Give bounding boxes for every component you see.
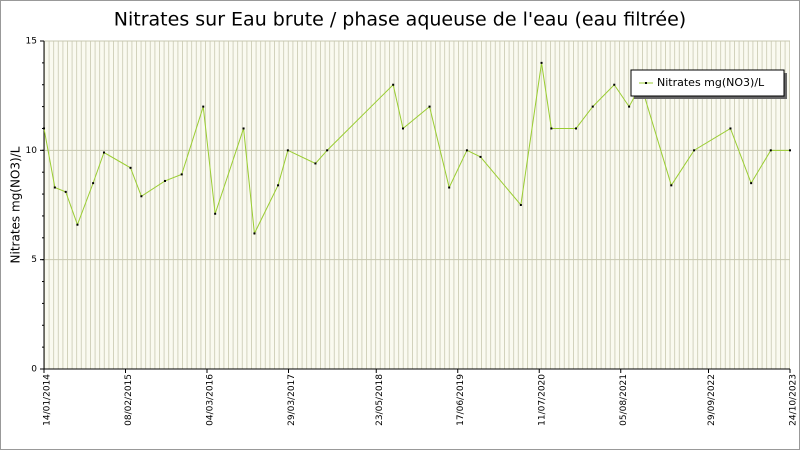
data-point	[253, 232, 256, 235]
legend-marker	[645, 82, 647, 84]
data-point	[129, 166, 132, 169]
data-point	[242, 127, 245, 130]
data-point	[53, 186, 56, 189]
data-point	[64, 190, 67, 193]
data-point	[693, 149, 696, 152]
data-point	[628, 105, 631, 108]
y-tick-label: 10	[26, 146, 38, 156]
data-point	[180, 173, 183, 176]
data-point	[286, 149, 289, 152]
data-point	[550, 127, 553, 130]
y-axis-label: Nitrates mg(NO3)/L	[9, 146, 23, 263]
y-tick-label: 5	[31, 255, 37, 265]
data-point	[277, 184, 280, 187]
data-point	[670, 184, 673, 187]
data-point	[102, 151, 105, 154]
data-point	[428, 105, 431, 108]
data-point	[789, 149, 791, 152]
data-point	[214, 212, 217, 215]
data-point	[392, 83, 395, 86]
x-tick-label: 29/09/2022	[707, 374, 717, 426]
data-point	[43, 127, 45, 130]
chart-title: Nitrates sur Eau brute / phase aqueuse d…	[114, 9, 686, 31]
x-tick-label: 11/07/2020	[538, 374, 548, 426]
data-point	[314, 162, 317, 165]
x-tick-label: 23/05/2018	[375, 374, 385, 426]
y-tick-label: 0	[31, 365, 37, 375]
data-point	[540, 61, 543, 64]
x-tick-label: 08/02/2015	[124, 374, 134, 426]
data-point	[575, 127, 578, 130]
data-point	[519, 204, 522, 206]
data-point	[140, 195, 143, 198]
data-point	[202, 105, 205, 108]
x-tick-label: 14/01/2014	[43, 374, 53, 426]
legend	[630, 69, 785, 97]
data-point	[76, 223, 79, 226]
data-point	[613, 83, 616, 86]
x-tick-label: 24/10/2023	[789, 374, 799, 426]
data-point	[401, 127, 404, 130]
legend-label: Nitrates mg(NO3)/L	[657, 76, 765, 89]
data-point	[326, 149, 329, 152]
data-point	[769, 149, 772, 152]
data-point	[729, 127, 732, 130]
y-tick-label: 15	[26, 37, 37, 47]
x-tick-label: 04/03/2016	[205, 374, 215, 426]
x-tick-label: 05/08/2021	[619, 374, 629, 426]
data-point	[465, 149, 468, 152]
data-point	[591, 105, 594, 108]
x-tick-label: 17/06/2019	[456, 374, 466, 426]
x-tick-label: 29/03/2017	[287, 374, 297, 426]
data-point	[479, 155, 482, 158]
data-point	[750, 182, 753, 185]
data-point	[92, 182, 95, 185]
data-point	[163, 179, 166, 182]
data-point	[448, 186, 451, 189]
